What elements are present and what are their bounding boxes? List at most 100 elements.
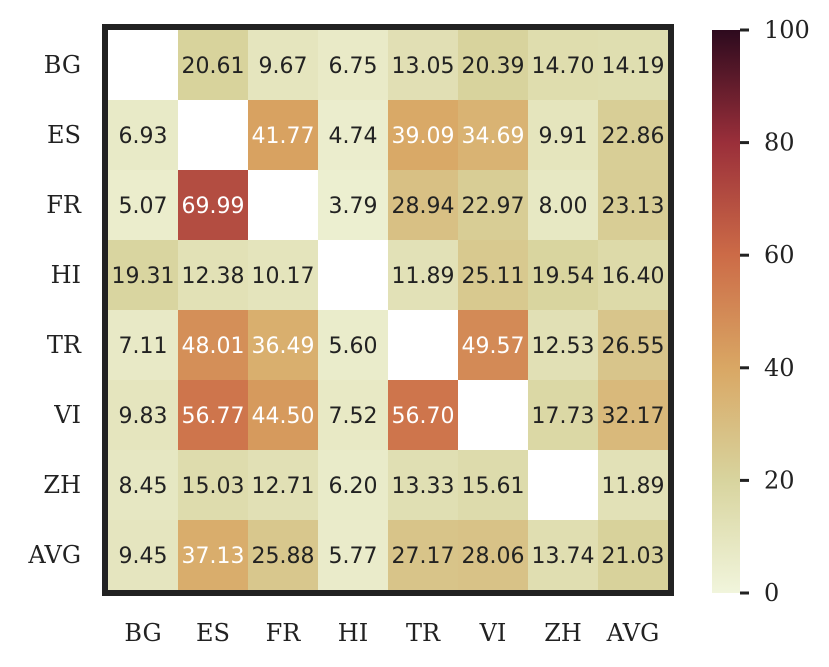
cell-vi-fr <box>248 380 318 450</box>
cell-label-fr-bg: 5.07 <box>119 194 168 219</box>
cell-bg-hi <box>318 30 388 100</box>
colorbar-tick-label-40: 40 <box>764 354 795 382</box>
cell-label-avg-tr: 27.17 <box>392 544 455 569</box>
cell-label-zh-bg: 8.45 <box>119 474 168 499</box>
cell-label-avg-zh: 13.74 <box>532 544 595 569</box>
cell-es-vi <box>458 100 528 170</box>
y-tick-label-avg: AVG <box>27 541 81 569</box>
cell-vi-bg <box>108 380 178 450</box>
cell-tr-avg <box>598 310 668 380</box>
cell-avg-hi <box>318 520 388 590</box>
cell-label-bg-vi: 20.39 <box>462 54 525 79</box>
colorbar-gradient <box>712 30 740 593</box>
cell-zh-vi <box>458 450 528 520</box>
cell-avg-fr <box>248 520 318 590</box>
cell-label-bg-fr: 9.67 <box>259 54 308 79</box>
cell-label-vi-tr: 56.70 <box>392 404 455 429</box>
cell-tr-es <box>178 310 248 380</box>
cell-label-avg-fr: 25.88 <box>252 544 315 569</box>
cell-avg-vi <box>458 520 528 590</box>
cell-label-hi-bg: 19.31 <box>112 264 175 289</box>
cell-label-hi-tr: 11.89 <box>392 264 455 289</box>
cell-avg-tr <box>388 520 458 590</box>
cell-label-hi-avg: 16.40 <box>602 264 665 289</box>
cell-zh-hi <box>318 450 388 520</box>
cell-label-vi-avg: 32.17 <box>602 404 665 429</box>
cell-es-tr <box>388 100 458 170</box>
cell-hi-avg <box>598 240 668 310</box>
cell-bg-avg <box>598 30 668 100</box>
y-tick-label-es: ES <box>47 121 81 149</box>
cell-label-zh-tr: 13.33 <box>392 474 455 499</box>
y-tick-label-hi: HI <box>51 261 81 289</box>
cell-label-zh-hi: 6.20 <box>329 474 378 499</box>
cell-label-es-bg: 6.93 <box>119 124 168 149</box>
colorbar-tick-label-0: 0 <box>764 579 779 607</box>
cell-tr-bg <box>108 310 178 380</box>
cell-empty-zh-zh <box>528 450 598 520</box>
cell-es-avg <box>598 100 668 170</box>
cell-avg-avg <box>598 520 668 590</box>
cell-label-fr-hi: 3.79 <box>329 194 378 219</box>
cell-label-zh-avg: 11.89 <box>602 474 665 499</box>
cell-vi-es <box>178 380 248 450</box>
cell-vi-hi <box>318 380 388 450</box>
cell-label-avg-bg: 9.45 <box>119 544 168 569</box>
cell-empty-tr-tr <box>388 310 458 380</box>
cell-tr-zh <box>528 310 598 380</box>
x-tick-label-avg: AVG <box>606 619 660 647</box>
cell-label-bg-zh: 14.70 <box>532 54 595 79</box>
cell-tr-fr <box>248 310 318 380</box>
x-tick-label-bg: BG <box>124 619 161 647</box>
cell-bg-zh <box>528 30 598 100</box>
cell-label-avg-avg: 21.03 <box>602 544 665 569</box>
x-tick-label-tr: TR <box>406 619 441 647</box>
cell-label-vi-es: 56.77 <box>182 404 245 429</box>
cell-label-es-hi: 4.74 <box>329 124 378 149</box>
cell-fr-tr <box>388 170 458 240</box>
cell-fr-vi <box>458 170 528 240</box>
cell-fr-avg <box>598 170 668 240</box>
colorbar: 0 20 40 60 80 100 <box>712 16 810 607</box>
cell-label-tr-fr: 36.49 <box>252 334 315 359</box>
cell-vi-avg <box>598 380 668 450</box>
cell-label-hi-zh: 19.54 <box>532 264 595 289</box>
cell-es-zh <box>528 100 598 170</box>
cell-vi-tr <box>388 380 458 450</box>
colorbar-tick-label-20: 20 <box>764 466 795 494</box>
y-tick-label-tr: TR <box>47 331 82 359</box>
y-tick-label-vi: VI <box>53 401 81 429</box>
cell-label-hi-vi: 25.11 <box>462 264 525 289</box>
cell-label-bg-hi: 6.75 <box>329 54 378 79</box>
cell-label-avg-es: 37.13 <box>182 544 245 569</box>
cell-hi-bg <box>108 240 178 310</box>
x-tick-label-vi: VI <box>479 619 507 647</box>
cell-label-bg-tr: 13.05 <box>392 54 455 79</box>
cell-zh-tr <box>388 450 458 520</box>
cell-label-es-vi: 34.69 <box>462 124 525 149</box>
cell-bg-fr <box>248 30 318 100</box>
colorbar-tick-label-80: 80 <box>764 129 795 157</box>
cell-fr-es <box>178 170 248 240</box>
cell-label-avg-vi: 28.06 <box>462 544 525 569</box>
cell-label-tr-avg: 26.55 <box>602 334 665 359</box>
cell-label-vi-bg: 9.83 <box>119 404 168 429</box>
cell-label-fr-vi: 22.97 <box>462 194 525 219</box>
cell-label-bg-avg: 14.19 <box>602 54 665 79</box>
y-axis-labels: BG ES FR HI TR VI ZH AVG <box>27 51 82 569</box>
heatmap-cells: 20.61 9.67 6.75 13.05 20.39 14.70 14.19 6.93 41.… <box>108 30 668 590</box>
cell-label-fr-zh: 8.00 <box>539 194 588 219</box>
cell-zh-es <box>178 450 248 520</box>
cell-label-hi-es: 12.38 <box>182 264 245 289</box>
cell-zh-bg <box>108 450 178 520</box>
cell-avg-es <box>178 520 248 590</box>
cell-label-zh-es: 15.03 <box>182 474 245 499</box>
x-tick-label-fr: FR <box>266 619 302 647</box>
cell-hi-tr <box>388 240 458 310</box>
cell-label-fr-tr: 28.94 <box>392 194 455 219</box>
cell-tr-vi <box>458 310 528 380</box>
cell-hi-vi <box>458 240 528 310</box>
cell-bg-tr <box>388 30 458 100</box>
cell-tr-hi <box>318 310 388 380</box>
